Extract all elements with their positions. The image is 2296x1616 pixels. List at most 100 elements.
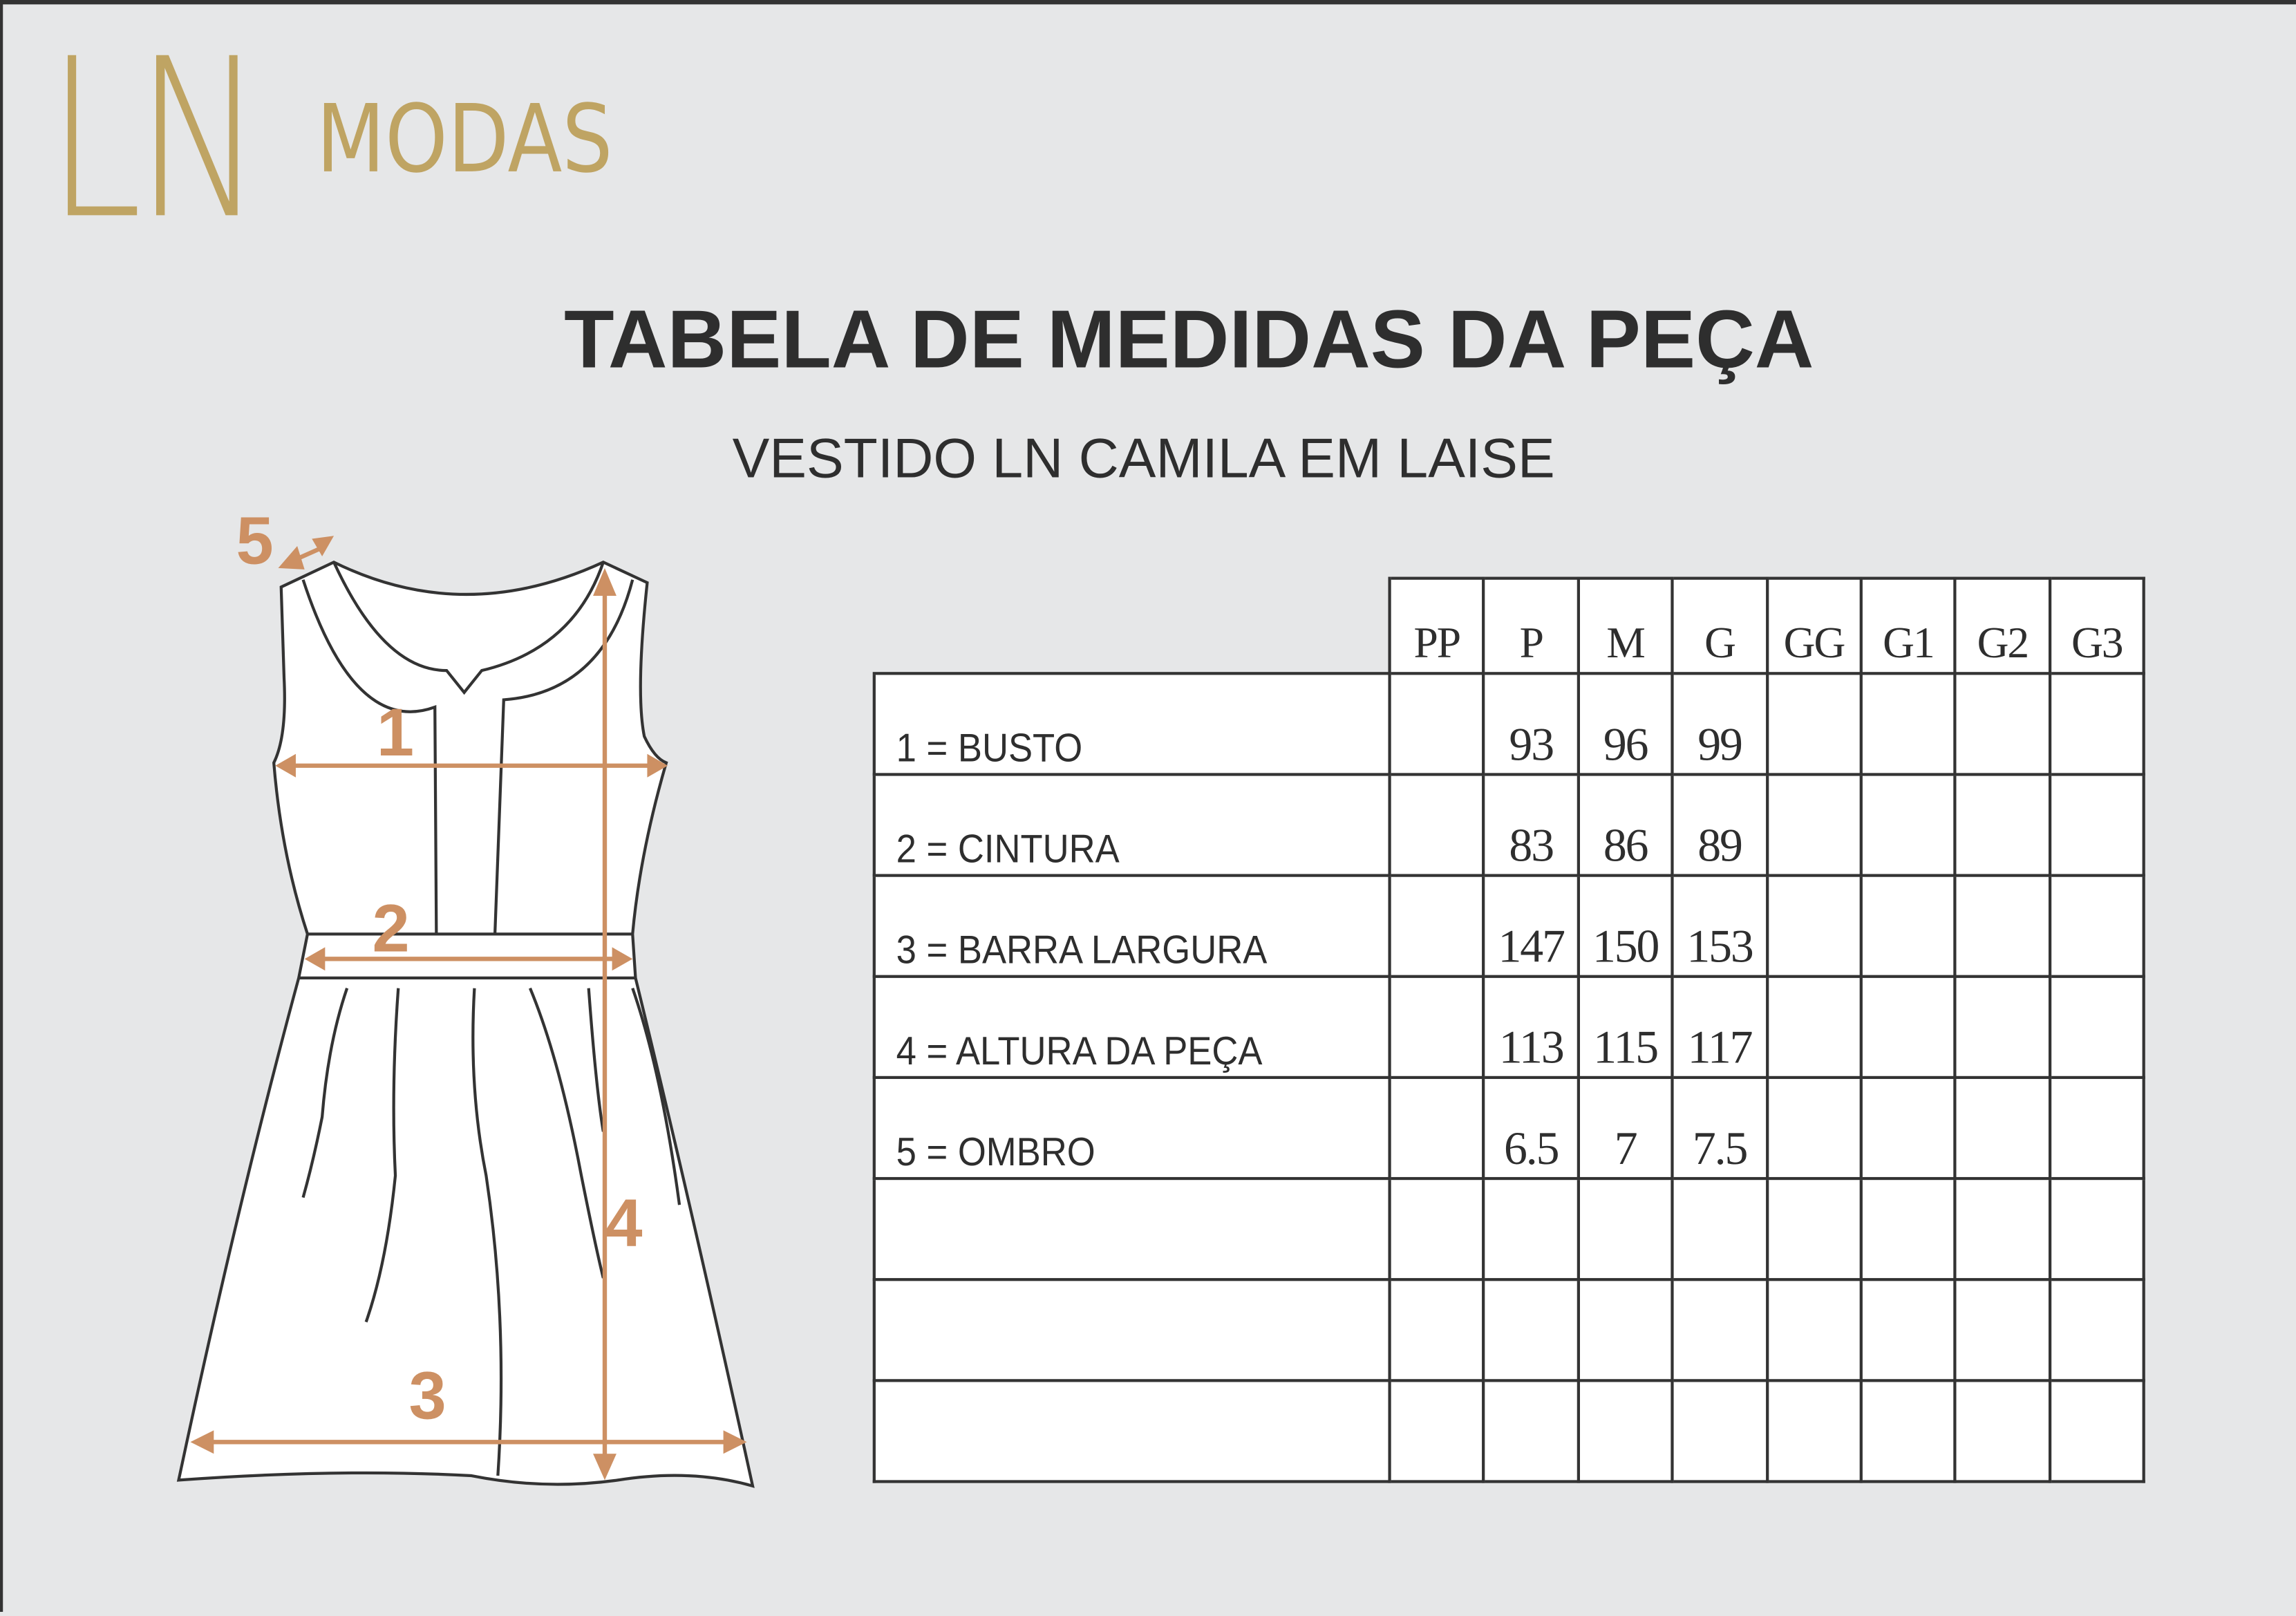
table-row: 1 = BUSTO 93 96 99 — [872, 672, 2146, 776]
size-header: G2 — [1953, 576, 2051, 675]
measurement-value — [1388, 874, 1486, 978]
measurement-label — [872, 1176, 1391, 1281]
measurement-value — [1388, 1379, 1486, 1483]
measurement-value — [1953, 874, 2051, 978]
measurement-value — [1859, 975, 1957, 1080]
measurement-value: 113 — [1482, 975, 1580, 1080]
measurement-value — [1388, 1176, 1486, 1281]
measurement-value — [1859, 874, 1957, 978]
measurement-value — [1482, 1176, 1580, 1281]
measurement-value — [1765, 1379, 1863, 1483]
measurement-value — [1953, 1176, 2051, 1281]
measure-arrows — [190, 536, 747, 1481]
measurement-value — [1765, 1075, 1863, 1181]
measurement-value — [2048, 773, 2146, 877]
size-header: G — [1671, 576, 1769, 675]
measurement-value — [1388, 1278, 1486, 1382]
measurement-value — [1859, 773, 1957, 877]
measurement-value — [1765, 1278, 1863, 1382]
measurement-value — [1765, 1176, 1863, 1281]
measurement-value — [1765, 773, 1863, 877]
measurement-value — [1765, 672, 1863, 776]
measurement-value — [1671, 1379, 1769, 1483]
measurement-value — [1482, 1278, 1580, 1382]
measurement-value — [2048, 975, 2146, 1080]
measurement-value — [1859, 672, 1957, 776]
label-4: 4 — [605, 1185, 642, 1260]
measurement-value — [1953, 773, 2051, 877]
measurement-value — [2048, 672, 2146, 776]
logo-wordmark: MODAS — [316, 86, 613, 195]
table-row — [872, 1176, 2146, 1281]
table-row: 2 = CINTURA 83 86 89 — [872, 773, 2146, 877]
measurement-value — [1953, 1278, 2051, 1382]
measurement-value — [1953, 1379, 2051, 1483]
table-row: 3 = BARRA LARGURA 147 150 153 — [872, 874, 2146, 978]
size-header-row: PP P M G GG G1 G2 G3 — [874, 576, 2146, 675]
measurement-value: 86 — [1577, 773, 1674, 877]
table-row — [872, 1278, 2146, 1382]
measurement-value: 96 — [1577, 672, 1674, 776]
measurement-value: 99 — [1671, 672, 1769, 776]
size-header: P — [1482, 576, 1580, 675]
measurement-value: 153 — [1671, 874, 1769, 978]
measurement-value: 93 — [1482, 672, 1580, 776]
logo-mark: LN — [46, 13, 264, 268]
measurement-label: 5 = OMBRO — [872, 1075, 1391, 1181]
measurement-label — [872, 1278, 1391, 1382]
size-header: M — [1577, 576, 1674, 675]
measurement-value: 147 — [1482, 874, 1580, 978]
measurement-value — [1953, 672, 2051, 776]
measurement-value — [1388, 975, 1486, 1080]
measurement-label-text: 4 = ALTURA DA PEÇA — [896, 1029, 1263, 1073]
measurement-value — [2048, 1176, 2146, 1281]
measurement-value — [1859, 1075, 1957, 1181]
measurement-value: 6.5 — [1482, 1075, 1580, 1181]
measurement-value — [1388, 672, 1486, 776]
measurement-value — [1577, 1278, 1674, 1382]
measurement-value — [1577, 1176, 1674, 1281]
dress-diagram: 1 2 3 4 5 — [176, 502, 755, 1488]
measurement-value — [1953, 975, 2051, 1080]
measurement-value: 117 — [1671, 975, 1769, 1080]
measurement-value — [1388, 773, 1486, 877]
measurement-value: 150 — [1577, 874, 1674, 978]
measurement-value — [2048, 1379, 2146, 1483]
measurement-label — [872, 1379, 1391, 1483]
size-header: PP — [1388, 576, 1486, 675]
label-2: 2 — [373, 891, 410, 966]
label-5: 5 — [236, 502, 274, 578]
measurement-label: 1 = BUSTO — [872, 672, 1391, 776]
measurement-value: 7.5 — [1671, 1075, 1769, 1181]
measurement-value — [1482, 1379, 1580, 1483]
size-header: GG — [1765, 576, 1863, 675]
size-header: G1 — [1859, 576, 1957, 675]
label-3: 3 — [409, 1357, 446, 1433]
measurement-value — [1577, 1379, 1674, 1483]
measurement-value: 89 — [1671, 773, 1769, 877]
table-row — [872, 1379, 2146, 1483]
measurement-value — [1859, 1379, 1957, 1483]
size-header: G3 — [2048, 576, 2146, 675]
measurement-label: 2 = CINTURA — [872, 773, 1391, 877]
measurement-value: 7 — [1577, 1075, 1674, 1181]
measurement-value — [2048, 874, 2146, 978]
measurement-value: 115 — [1577, 975, 1674, 1080]
measurement-value — [2048, 1075, 2146, 1181]
table-row: 5 = OMBRO 6.5 7 7.5 — [872, 1075, 2146, 1181]
measurement-label-text: 5 = OMBRO — [896, 1130, 1095, 1174]
measurement-value — [1765, 874, 1863, 978]
measurement-value — [1859, 1176, 1957, 1281]
measurement-value — [2048, 1278, 2146, 1382]
measurement-label-text: 2 = CINTURA — [896, 827, 1120, 872]
dress-outline — [176, 560, 755, 1488]
measurement-value — [1671, 1176, 1769, 1281]
measurement-value — [1671, 1278, 1769, 1382]
measurement-label-text: 3 = BARRA LARGURA — [896, 928, 1268, 973]
measurement-value — [1859, 1278, 1957, 1382]
measurement-label: 4 = ALTURA DA PEÇA — [872, 975, 1391, 1080]
measurement-label-text: 1 = BUSTO — [896, 726, 1083, 771]
measurements-table: PP P M G GG G1 G2 G3 1 = BUSTO 93 96 99 2 = … — [872, 576, 2146, 1483]
measurement-value — [1953, 1075, 2051, 1181]
